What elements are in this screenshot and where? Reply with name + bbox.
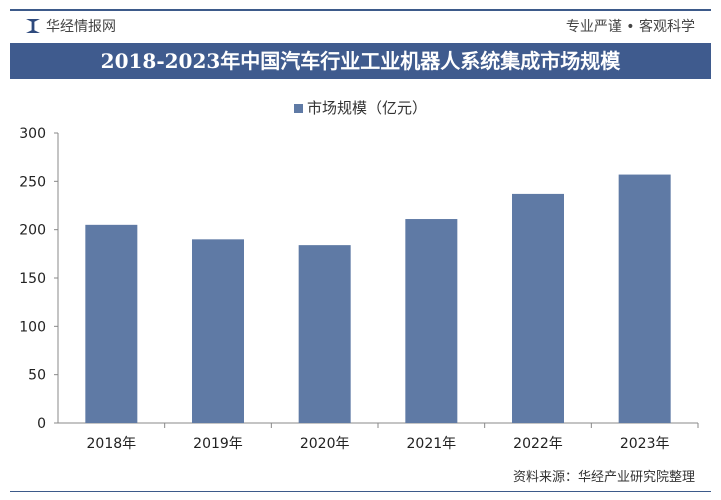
y-tick-label: 0: [37, 416, 46, 432]
x-tick-label: 2023年: [620, 436, 670, 452]
brand-name: 华经情报网: [46, 19, 116, 35]
source-note: 资料来源：华经产业研究院整理: [512, 470, 695, 485]
brand: 华经情报网: [26, 16, 116, 36]
legend-swatch: [293, 104, 303, 113]
y-tick-label: 200: [19, 223, 46, 239]
x-tick-label: 2021年: [407, 436, 457, 452]
bar-2020年: [298, 245, 351, 423]
chart-title: 2018-2023年中国汽车行业工业机器人系统集成市场规模: [10, 43, 711, 79]
x-tick-label: 2020年: [300, 436, 350, 452]
bar-2023年: [618, 174, 671, 423]
bar-2021年: [405, 219, 458, 423]
top-rule: [10, 9, 711, 11]
y-tick-label: 250: [19, 174, 46, 190]
bottom-rule: [10, 491, 711, 492]
y-tick-label: 300: [19, 126, 46, 142]
legend-label: 市场规模（亿元）: [306, 99, 427, 117]
x-tick-label: 2018年: [87, 436, 137, 452]
x-tick-label: 2019年: [193, 436, 243, 452]
y-tick-label: 50: [28, 368, 46, 384]
y-tick-label: 100: [19, 319, 46, 335]
x-tick-label: 2022年: [513, 436, 563, 452]
y-tick-label: 150: [19, 271, 46, 287]
bar-2022年: [512, 193, 564, 423]
bar-2019年: [192, 239, 244, 423]
bar-2018年: [85, 224, 138, 423]
slogan: 专业严谨 • 客观科学: [565, 19, 695, 35]
legend: 市场规模（亿元）: [0, 97, 721, 118]
